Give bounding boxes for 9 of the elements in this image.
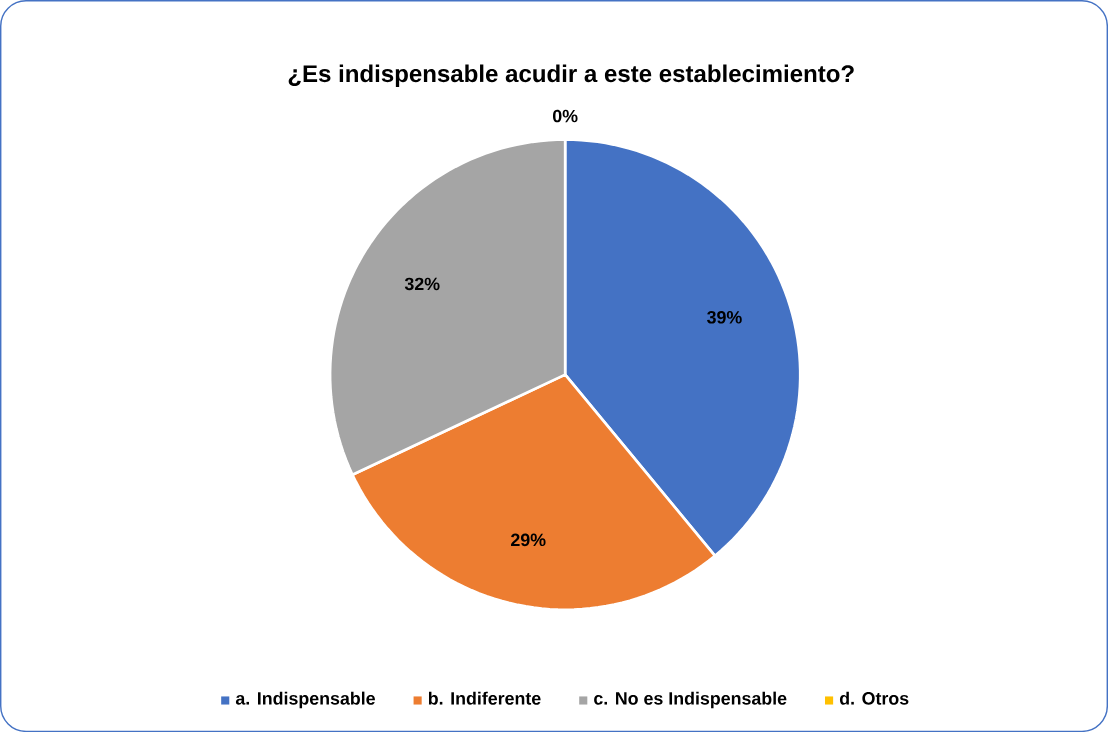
legend-label: b. Indiferente [428, 691, 541, 705]
legend-label: c. No es Indispensable [594, 691, 787, 709]
data-label: 29% [511, 533, 546, 547]
text: 0% [552, 109, 578, 123]
legend-label: d. Otros [839, 691, 909, 705]
data-label: 32% [404, 277, 440, 291]
legend-label: a. Indispensable [235, 691, 375, 709]
chart-title: ¿Es indispensable acudir a este establecimiento? [288, 64, 854, 87]
data-label: 39% [707, 310, 742, 324]
